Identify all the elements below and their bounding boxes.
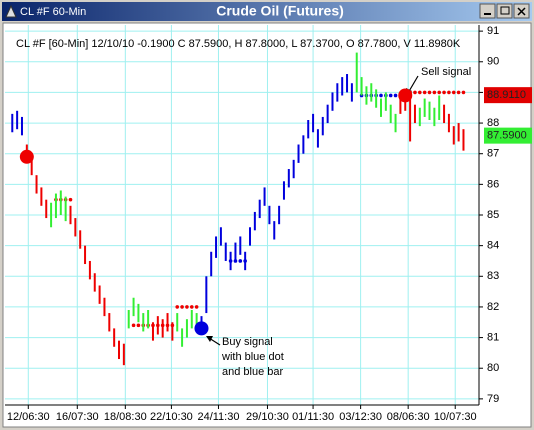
stop-dot [136,323,141,328]
price-label: 87.5900 [487,130,527,142]
price-label-box [484,127,532,144]
x-tick-label: 22/10:30 [150,411,193,423]
x-tick-label: 18/08:30 [104,411,147,423]
y-tick-label: 90 [487,56,499,68]
window-icon [5,4,17,18]
x-tick-label: 16/07:30 [56,411,99,423]
y-tick-label: 88 [487,117,499,129]
y-tick-label: 81 [487,331,499,343]
stop-dot [180,305,184,309]
y-tick-label: 82 [487,301,499,313]
stop-dot [175,305,180,309]
stop-dot [461,90,466,95]
stop-dot [194,305,199,309]
stop-dot [422,90,427,95]
signal-dot [19,149,34,164]
stop-dot [451,90,456,95]
x-tick-label: 24/11:30 [197,411,239,423]
stop-dot [185,305,189,309]
y-tick-label: 85 [487,209,499,221]
y-tick-label: 80 [487,362,499,374]
buy-annotation: and blue bar [222,366,283,378]
stop-dot [437,90,442,95]
info-line: CL #F [60-Min] 12/10/10 -0.1900 C 87.590… [16,38,461,50]
stop-dot [131,323,136,328]
stop-dot [393,93,398,98]
window-title: CL #F 60-Min [20,6,86,18]
stop-dot [442,90,446,95]
buy-annotation: Buy signal [222,336,273,348]
stop-dot [418,90,422,95]
stop-dot [456,90,461,95]
signal-dot [398,88,413,103]
stop-dot [432,90,437,95]
y-tick-label: 91 [487,25,499,37]
stop-dot [189,305,194,309]
buy-arrow-head [206,336,213,342]
title-bar [2,2,532,21]
x-tick-label: 08/06:30 [387,411,430,423]
y-tick-label: 87 [487,148,499,160]
x-tick-label: 12/06:30 [7,411,50,423]
window-buttons[interactable] [479,3,530,19]
sell-annotation: Sell signal [421,66,471,78]
stop-dot [413,90,417,95]
y-tick-label: 86 [487,178,499,190]
stop-dot [388,93,393,98]
stop-dot [68,197,73,202]
stop-dot [427,90,432,95]
x-tick-label: 03/12:30 [339,411,382,423]
x-tick-label: 10/07:30 [434,411,477,423]
price-label-box [484,87,532,104]
y-tick-label: 83 [487,270,499,282]
stop-dot [238,259,243,263]
price-label: 88.9110 [487,89,526,101]
y-tick-label: 79 [487,393,499,405]
maximize-button[interactable] [496,3,513,19]
stop-dot [447,90,451,95]
y-tick-label: 84 [487,240,499,252]
chart-title: Crude Oil (Futures) [216,3,344,19]
minimize-button[interactable] [479,3,496,19]
x-tick-label: 01/11:30 [292,411,334,423]
x-tick-label: 29/10:30 [246,411,289,423]
buy-annotation: with blue dot [221,351,284,363]
signal-dot [194,321,209,336]
stop-dot [379,93,383,98]
